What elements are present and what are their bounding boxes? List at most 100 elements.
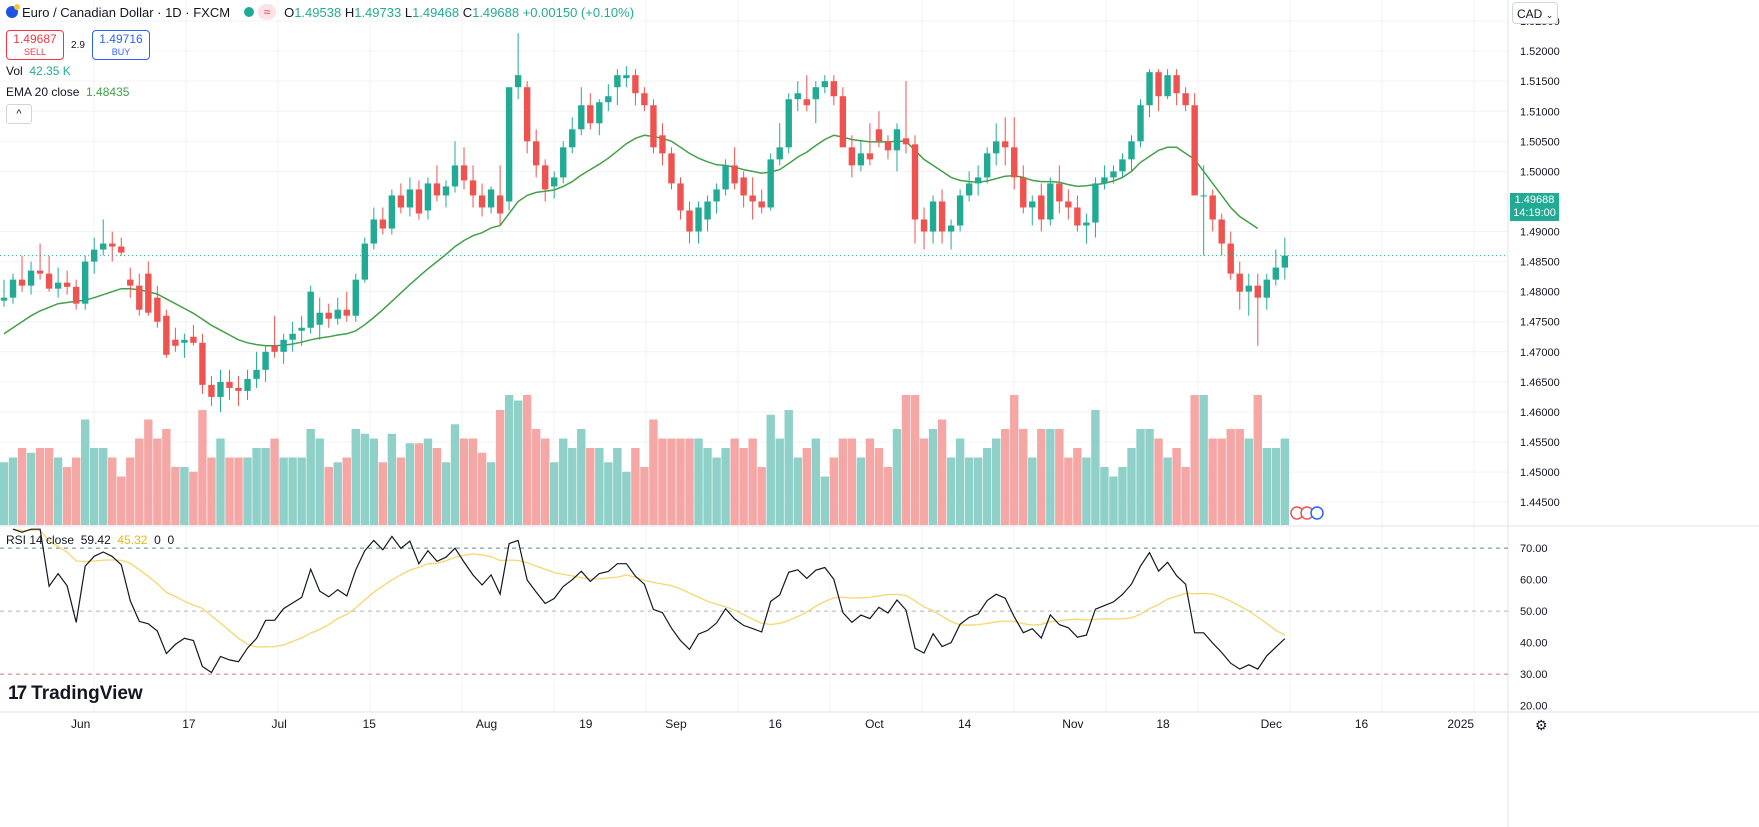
candle-body [884,141,892,151]
candle-body [1191,105,1198,196]
volume-bar [766,414,775,525]
candle-body [91,249,98,262]
candle-body [1218,219,1225,244]
volume-bar [324,467,333,525]
candle-body [334,309,341,319]
volume-bar [288,457,297,525]
volume-bar [1082,457,1091,525]
candle-body [1020,177,1027,208]
candle-body [478,195,486,208]
rsi-tick-label: 30.00 [1520,669,1548,681]
market-open-icon [244,7,255,17]
time-tick-label: 2025 [1447,717,1474,731]
candle-body [244,378,251,391]
volume-bar [17,448,27,525]
candle-body [54,282,62,289]
sell-button[interactable]: 1.49687 SELL [6,30,64,60]
settings-gear-icon[interactable]: ⚙ [1535,717,1548,733]
price-tick-label: 1.45000 [1520,467,1560,479]
candle-body [1254,285,1261,298]
close-value: 1.49688 [472,4,520,20]
time-tick-label: Dec [1261,717,1282,731]
collapse-legend-button[interactable]: ^ [6,104,32,124]
candle-body [596,102,603,124]
candle-body [767,159,774,208]
volume-bar [1001,429,1010,525]
candle-body [1065,201,1072,208]
volume-bar [577,429,586,525]
candle-body [785,99,792,148]
candle-body [1011,147,1018,178]
volume-bar [793,457,802,525]
volume-bar [550,462,559,525]
high-value: 1.49733 [354,4,402,20]
currency-select[interactable]: CAD ⌄ [1512,2,1558,24]
candle-body [325,312,332,319]
candle-body [217,381,224,397]
time-tick-label: 14 [958,717,972,731]
volume-bar [234,457,243,525]
buy-button[interactable]: 1.49716 BUY [92,30,150,60]
candle-body [253,369,260,379]
candle-body [938,201,946,232]
volume-bar [1226,429,1235,525]
candle-body [496,195,504,214]
volume-bar [1136,429,1145,525]
volume-bar [1091,410,1100,525]
candle-body [1263,279,1270,298]
candle-body [965,183,973,196]
candle-body [136,285,143,310]
candle-body [433,183,441,196]
tradingview-logo[interactable]: 17 TradingView [8,683,143,704]
volume-bar [486,462,496,525]
candle-body [1227,243,1234,274]
volume-bar [811,438,820,525]
candle-body [271,345,278,352]
candle-body [1236,273,1243,292]
volume-legend[interactable]: Vol 42.35 K [6,64,71,78]
volume-bar [658,438,667,525]
volume-bar [613,448,622,525]
volume-bar [1100,467,1109,525]
volume-bar [703,448,712,525]
trade-buttons: 1.49687 SELL 2.9 1.49716 BUY [6,30,150,60]
candle-body [866,153,874,160]
price-tick-label: 1.48000 [1520,287,1560,299]
candle-body [307,291,314,328]
candle-body [1038,195,1045,220]
symbol-title[interactable]: Euro / Canadian Dollar · 1D · FXCM [22,4,231,20]
volume-bar [1109,476,1118,525]
volume-bar [883,467,893,525]
candle-body [641,93,648,106]
candle-body [1173,75,1180,94]
rsi-legend[interactable]: RSI 14 close 59.42 45.32 0 0 [6,533,175,547]
volume-bar [1055,429,1064,525]
candle-body [262,351,269,370]
change-value: +0.00150 (+0.10%) [522,4,635,20]
volume-bar [1163,457,1172,525]
price-tick-label: 1.45500 [1520,437,1560,449]
volume-bar [53,457,63,525]
volume-bar [937,419,947,525]
candle-body [316,312,323,325]
candle-body [442,186,450,196]
volume-bar [892,429,902,525]
candle-body [623,75,630,79]
candle-body [758,201,765,208]
ema-legend[interactable]: EMA 20 close 1.48435 [6,85,130,99]
volume-bar [1271,448,1281,525]
volume-bar [315,438,324,525]
candle-body [361,243,368,280]
candle-body [740,177,747,196]
rsi-tick-label: 70.00 [1520,543,1548,555]
time-tick-label: 18 [1156,717,1170,731]
symbol-flag-icon [6,4,20,18]
candle-body [36,270,44,274]
candle-body [127,279,134,286]
candle-body [397,195,405,208]
volume-bar [135,438,144,525]
candle-body [72,286,80,304]
volume-bar [649,419,658,525]
candle-body [1056,183,1063,202]
